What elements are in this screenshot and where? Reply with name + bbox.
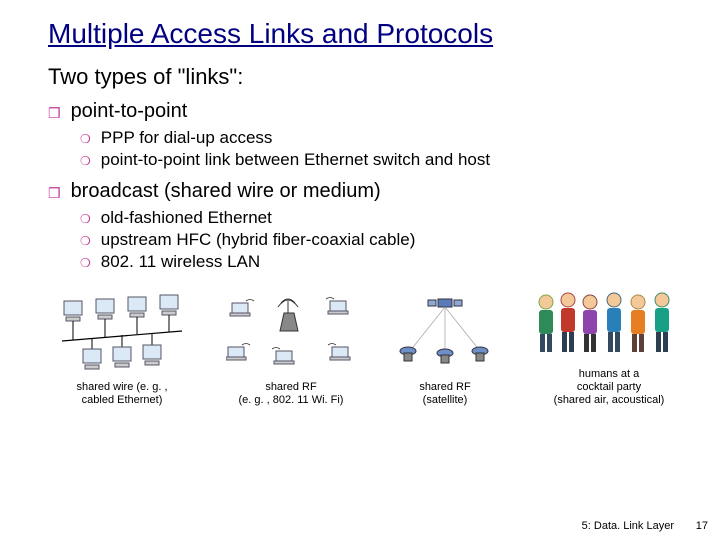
diagram-caption: humans at a cocktail party (shared air, … xyxy=(554,368,665,408)
diagram-satellite: shared RF (satellite) xyxy=(390,293,500,407)
wifi-icon xyxy=(226,293,356,373)
footer-text: 5: Data. Link Layer xyxy=(582,520,674,532)
slide-title: Multiple Access Links and Protocols xyxy=(48,18,688,50)
bullet-level2: ❍ point-to-point link between Ethernet s… xyxy=(80,150,688,172)
bullet-level2: ❍ 802. 11 wireless LAN xyxy=(80,252,688,274)
bullet-text: old-fashioned Ethernet xyxy=(101,208,272,228)
bullet-level1: ❒ broadcast (shared wire or medium) xyxy=(48,180,688,206)
people-icon xyxy=(534,286,684,360)
diagram-caption: shared RF (satellite) xyxy=(419,381,470,407)
bullet-marker: ❒ xyxy=(48,100,61,126)
diagram-row: shared wire (e. g. , cabled Ethernet) xyxy=(48,286,688,408)
satellite-icon xyxy=(390,293,500,373)
bullet-text: point-to-point link between Ethernet swi… xyxy=(101,150,490,170)
ethernet-bus-icon xyxy=(52,293,192,373)
bullet-text: PPP for dial-up access xyxy=(101,128,273,148)
bullet-level2: ❍ PPP for dial-up access xyxy=(80,128,688,150)
bullet-text: 802. 11 wireless LAN xyxy=(101,252,260,272)
bullet-marker: ❍ xyxy=(80,128,91,150)
bullet-text: upstream HFC (hybrid fiber-coaxial cable… xyxy=(101,230,416,250)
diagram-wifi: shared RF (e. g. , 802. 11 Wi. Fi) xyxy=(226,293,356,407)
bullet-marker: ❍ xyxy=(80,208,91,230)
bullet-level2: ❍ old-fashioned Ethernet xyxy=(80,208,688,230)
bullet-marker: ❍ xyxy=(80,150,91,172)
diagram-caption: shared wire (e. g. , cabled Ethernet) xyxy=(76,381,167,407)
bullet-marker: ❒ xyxy=(48,180,61,206)
diagram-cocktail: humans at a cocktail party (shared air, … xyxy=(534,286,684,408)
bullet-marker: ❍ xyxy=(80,252,91,274)
bullet-text: point-to-point xyxy=(71,100,188,123)
bullet-level1: ❒ point-to-point xyxy=(48,100,688,126)
bullet-marker: ❍ xyxy=(80,230,91,252)
slide-subtitle: Two types of "links": xyxy=(48,64,688,90)
diagram-shared-wire: shared wire (e. g. , cabled Ethernet) xyxy=(52,293,192,407)
diagram-caption: shared RF (e. g. , 802. 11 Wi. Fi) xyxy=(239,381,344,407)
page-number: 17 xyxy=(696,520,708,532)
bullet-level2: ❍ upstream HFC (hybrid fiber-coaxial cab… xyxy=(80,230,688,252)
bullet-text: broadcast (shared wire or medium) xyxy=(71,180,381,203)
